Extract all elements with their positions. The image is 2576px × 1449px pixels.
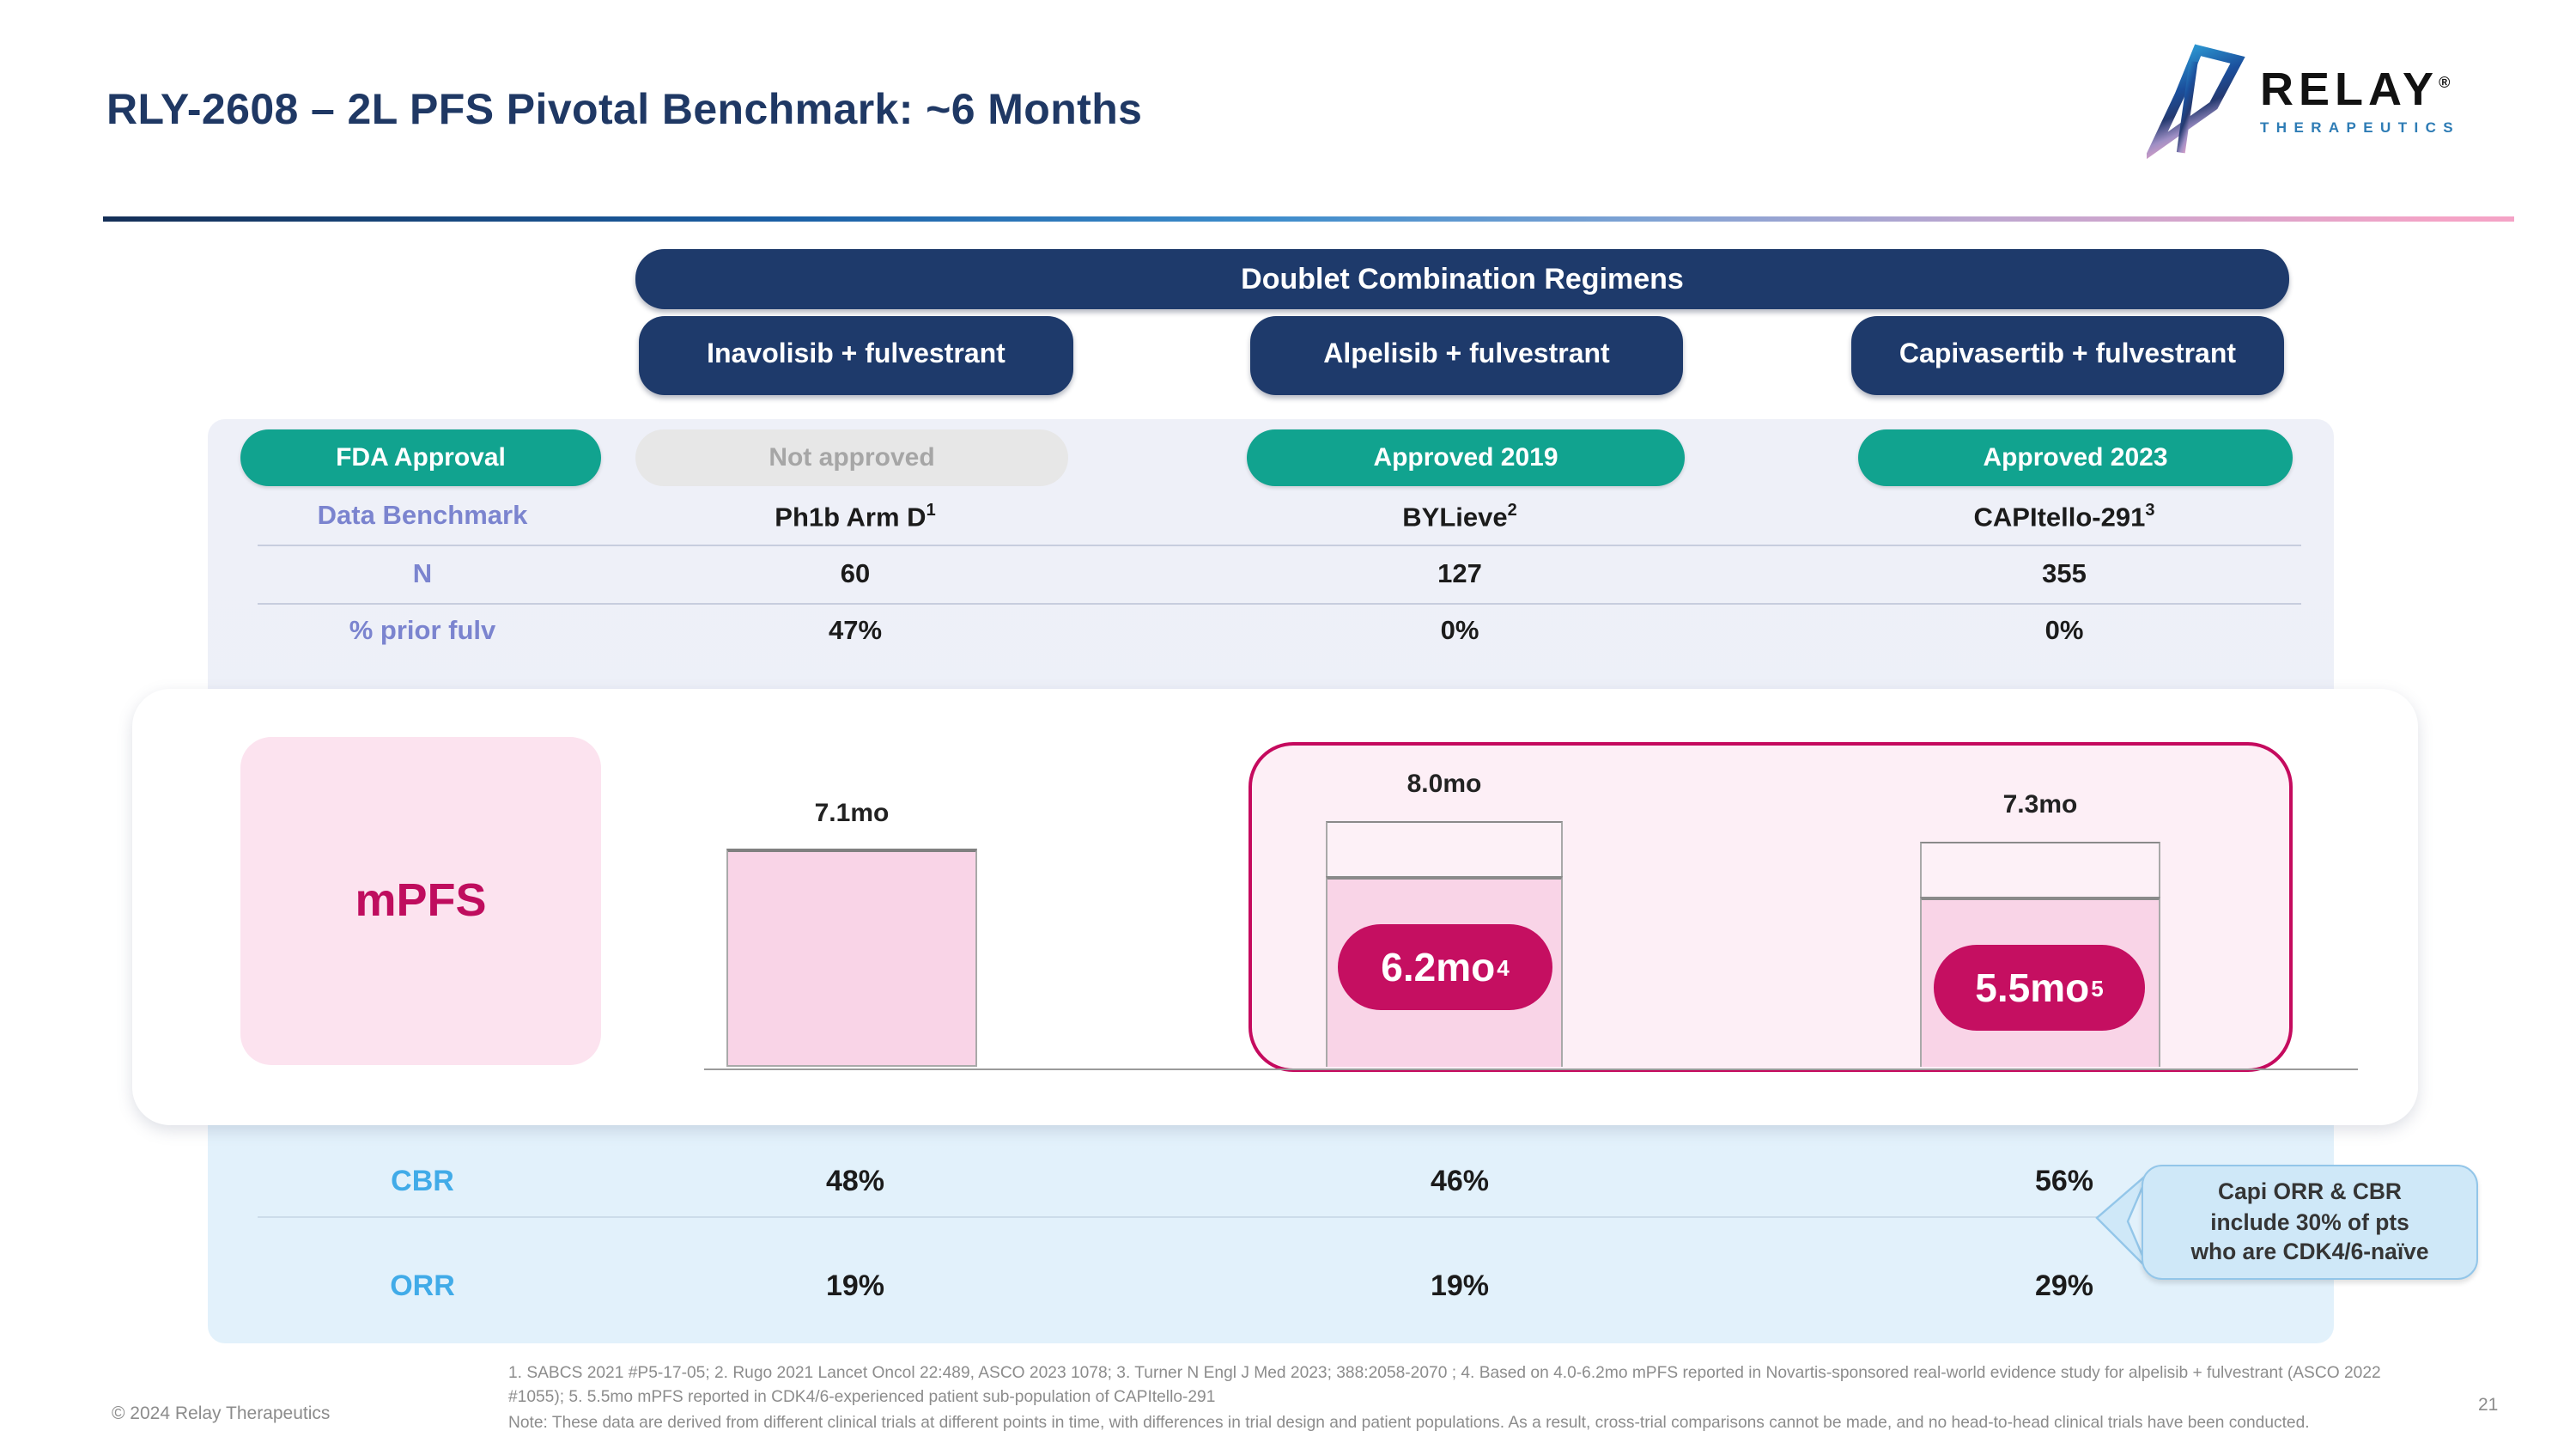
fulv-capivasertib: 0% [2044, 617, 2084, 646]
cbr-capivasertib: 56% [2034, 1165, 2094, 1197]
orr-inavolisib: 19% [825, 1269, 885, 1302]
cbr-alpelisib: 46% [1430, 1165, 1490, 1197]
footnote-ref-4: 4 [1497, 954, 1510, 980]
footnote-line-1: 1. SABCS 2021 #P5-17-05; 2. Rugo 2021 La… [508, 1364, 2381, 1383]
benchmark-alpelisib: BYLieve2 [1402, 502, 1517, 533]
footnote-ref-3: 3 [2145, 502, 2155, 521]
mpfs-chart-title: mPFS [240, 737, 601, 1065]
bar-value-label-capivasertib: 7.3mo [2002, 790, 2078, 819]
page-number: 21 [2478, 1395, 2499, 1416]
row-label-n: N [412, 560, 433, 589]
fulv-inavolisib: 47% [828, 617, 883, 646]
approval-status-alpelisib: Approved 2019 [1247, 429, 1685, 486]
relay-logo-text: RELAY® THERAPEUTICS [2260, 64, 2461, 136]
title-divider [103, 216, 2514, 222]
outcomes-divider [258, 1216, 2102, 1219]
row-label-cbr: CBR [391, 1165, 454, 1197]
footnote-ref-5: 5 [2091, 975, 2104, 1001]
fulv-alpelisib: 0% [1440, 617, 1479, 646]
benchmark-capivasertib: CAPItello-2913 [1973, 502, 2155, 533]
callout-line: who are CDK4/6-naïve [2190, 1239, 2429, 1265]
doublet-combination-header: Doublet Combination Regimens [635, 249, 2289, 309]
row-label-data-benchmark: Data Benchmark [317, 502, 528, 531]
relay-logo-name: RELAY® [2260, 64, 2451, 115]
relay-logo-subtitle: THERAPEUTICS [2260, 119, 2461, 136]
approval-status-inavolisib: Not approved [635, 429, 1068, 486]
fda-approval-row-label: FDA Approval [240, 429, 601, 486]
bar-value-label-alpelisib: 8.0mo [1406, 770, 1482, 799]
bar-inavolisib-mpfs [726, 848, 977, 1068]
footnote-ref-2: 2 [1507, 502, 1517, 521]
row-label-prior-fulv: % prior fulv [349, 617, 496, 646]
callout-line: Capi ORR & CBR [2218, 1178, 2402, 1205]
relay-logo-mark [2147, 44, 2245, 160]
cbr-inavolisib: 48% [825, 1165, 885, 1197]
capi-callout-bubble: Capi ORR & CBR include 30% of pts who ar… [2142, 1165, 2478, 1280]
bar-alpelisib-upper-segment [1326, 820, 1563, 876]
n-capivasertib: 355 [2042, 560, 2087, 589]
approval-status-capivasertib: Approved 2023 [1858, 429, 2293, 486]
table-divider [258, 603, 2301, 606]
regimen-inavolisib: Inavolisib + fulvestrant [639, 316, 1073, 395]
badge-alpelisib-mpfs: 6.2mo 4 [1338, 924, 1552, 1010]
orr-capivasertib: 29% [2034, 1269, 2094, 1302]
badge-capivasertib-mpfs: 5.5mo 5 [1934, 945, 2145, 1031]
copyright-text: © 2024 Relay Therapeutics [112, 1403, 331, 1424]
callout-line: include 30% of pts [2210, 1209, 2409, 1235]
relay-logo: RELAY® THERAPEUTICS [2147, 41, 2460, 161]
regimen-capivasertib: Capivasertib + fulvestrant [1851, 316, 2284, 395]
registered-mark: ® [2439, 74, 2451, 91]
callout-tail-icon [2095, 1172, 2148, 1270]
benchmark-inavolisib: Ph1b Arm D1 [775, 502, 936, 533]
footnote-ref-1: 1 [926, 502, 936, 521]
orr-alpelisib: 19% [1430, 1269, 1490, 1302]
n-inavolisib: 60 [840, 560, 871, 589]
regimen-alpelisib: Alpelisib + fulvestrant [1250, 316, 1683, 395]
bar-capivasertib-upper-segment [1920, 842, 2160, 898]
footnote-line-2: #1055); 5. 5.5mo mPFS reported in CDK4/6… [508, 1388, 1216, 1408]
bar-value-label-inavolisib: 7.1mo [814, 799, 890, 828]
n-alpelisib: 127 [1437, 560, 1482, 589]
chart-baseline [704, 1068, 2358, 1071]
page-title: RLY-2608 – 2L PFS Pivotal Benchmark: ~6 … [106, 86, 1143, 134]
footnote-note: Note: These data are derived from differ… [508, 1413, 2310, 1433]
table-divider [258, 545, 2301, 547]
footnotes-block: 1. SABCS 2021 #P5-17-05; 2. Rugo 2021 La… [508, 1362, 2381, 1436]
row-label-orr: ORR [390, 1269, 455, 1302]
